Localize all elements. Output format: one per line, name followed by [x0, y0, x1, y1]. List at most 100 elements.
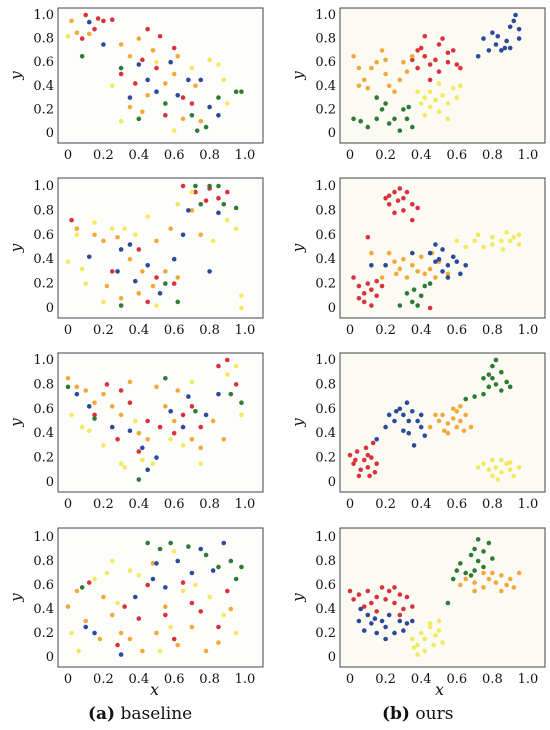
ours-row-1-point-blue	[504, 38, 509, 44]
baseline-row-2-point-orange	[104, 283, 110, 289]
ours-row-2-point-red	[369, 287, 374, 293]
ours-row-1-point-green	[392, 116, 397, 122]
ours-row-2-point-blue	[433, 242, 438, 247]
baseline-row-2-point-yellow	[210, 238, 216, 244]
ours-row-3-point-yellow	[481, 461, 486, 467]
baseline-row-3-point-yellow	[233, 363, 239, 369]
ours-row-3-point-yellow	[486, 467, 492, 473]
ours-row-3-point-blue	[418, 412, 424, 418]
baseline-row-2-point-green	[216, 183, 221, 189]
baseline-row-2-point-orange	[92, 232, 97, 238]
baseline-row-3-point-yellow	[168, 437, 173, 442]
baseline-row-3-point-green	[136, 477, 142, 482]
baseline-row-1-y-axis-title: y	[7, 71, 25, 81]
ours-row-4-point-red	[369, 600, 374, 606]
ours-row-4-x-tick-label: 0	[346, 672, 354, 687]
baseline-row-2-point-red	[109, 269, 115, 274]
ours-row-2-point-red	[365, 234, 371, 240]
baseline-row-4-point-red	[225, 588, 230, 594]
baseline-row-2-panel: 0 0.2 0.4 0.6 0.8 1.0 0 0.2 0.4 0.6 0.8 1.0 y	[7, 177, 264, 338]
baseline-row-1-point-yellow	[207, 57, 212, 63]
ours-row-1-point-blue	[511, 18, 517, 24]
ours-row-3-point-blue	[406, 430, 412, 436]
baseline-row-1-point-orange	[163, 81, 168, 86]
baseline-row-2-point-green	[175, 299, 181, 305]
ours-row-2-point-orange	[393, 271, 399, 277]
baseline-row-2-point-blue	[145, 263, 150, 268]
ours-row-2-y-tick-label: 0.6	[315, 228, 336, 243]
ours-row-1-point-yellow	[422, 113, 428, 118]
ours-row-2-point-red	[415, 205, 420, 211]
baseline-row-2-point-orange	[163, 269, 168, 274]
ours-row-3-y-tick-label: 1.0	[315, 353, 336, 368]
ours-row-2-x-tick-label: 0.6	[446, 323, 467, 338]
ours-row-1-point-green	[358, 118, 363, 124]
ours-row-1-point-red	[433, 57, 438, 63]
ours-row-2-point-blue	[463, 263, 469, 268]
baseline-row-2-x-tick-label: 0.8	[199, 323, 220, 338]
ours-row-2-point-blue	[445, 275, 451, 280]
baseline-row-1-point-red	[189, 101, 195, 106]
ours-row-1-y-tick-label: 0.2	[315, 102, 336, 117]
baseline-row-4-point-blue	[154, 561, 159, 566]
ours-row-3-point-yellow	[507, 460, 513, 465]
baseline-row-4-point-blue	[221, 540, 227, 546]
ours-row-1-point-orange	[392, 89, 397, 94]
ours-row-4-point-blue	[392, 630, 397, 636]
baseline-row-3-point-yellow	[101, 443, 106, 448]
baseline-row-4-point-yellow	[171, 549, 177, 554]
baseline-row-3-point-blue	[186, 394, 191, 399]
ours-row-2-point-red	[369, 303, 374, 308]
ours-row-2-point-orange	[418, 254, 424, 260]
ours-row-4-point-green	[490, 556, 495, 561]
baseline-row-2-point-orange	[189, 208, 195, 213]
baseline-row-4-point-green	[233, 576, 239, 582]
ours-row-3-point-blue	[401, 428, 406, 434]
caption-ours: (b) ours	[382, 704, 453, 724]
baseline-row-1-point-blue	[186, 77, 191, 83]
baseline-row-2-x-tick-label: 1.0	[235, 323, 256, 338]
ours-row-1-x-tick-label: 0.2	[375, 148, 396, 163]
ours-row-4-point-green	[475, 558, 481, 564]
baseline-row-1-point-yellow	[225, 101, 230, 106]
ours-row-4-point-yellow	[418, 630, 424, 636]
ours-row-1-point-yellow	[445, 116, 451, 122]
baseline-row-3-point-red	[225, 357, 230, 363]
ours-row-2-point-yellow	[499, 238, 504, 244]
ours-row-3-point-yellow	[499, 469, 504, 475]
ours-row-1-point-red	[450, 48, 456, 53]
ours-row-4-point-green	[450, 576, 456, 582]
ours-row-2-point-red	[410, 202, 415, 207]
baseline-row-1-point-red	[92, 26, 97, 32]
baseline-row-3-point-red	[180, 412, 186, 418]
ours-row-3-point-yellow	[499, 457, 504, 463]
baseline-row-4-point-yellow	[193, 582, 198, 588]
ours-row-2-point-orange	[369, 250, 374, 256]
baseline-row-3-point-orange	[127, 379, 133, 385]
baseline-row-4-point-blue	[175, 558, 181, 564]
ours-row-1-point-orange	[356, 83, 362, 89]
baseline-row-4-point-orange	[101, 594, 106, 600]
ours-row-1-point-green	[351, 116, 356, 122]
baseline-row-3-point-orange	[109, 404, 115, 409]
ours-row-1-point-red	[445, 50, 451, 56]
ours-row-3-point-red	[367, 473, 372, 479]
ours-row-4-point-orange	[499, 588, 504, 594]
ours-row-2-x-tick-label: 0.2	[375, 323, 396, 338]
baseline-row-4-point-red	[115, 642, 120, 648]
baseline-row-3-point-blue	[216, 391, 221, 397]
ours-row-2-y-tick-label: 1.0	[315, 179, 336, 194]
baseline-row-4-point-blue	[150, 576, 156, 582]
ours-row-4-point-blue	[383, 636, 388, 642]
baseline-row-4-point-blue	[132, 594, 138, 600]
ours-row-2-point-orange	[386, 250, 392, 256]
ours-row-1-point-blue	[495, 33, 501, 39]
ours-row-2-point-yellow	[500, 247, 506, 252]
ours-row-4-point-green	[475, 537, 481, 542]
baseline-row-3-frame	[57, 352, 264, 493]
ours-row-3-point-orange	[436, 418, 442, 424]
baseline-row-4-point-red	[145, 582, 150, 588]
ours-row-4-point-red	[397, 592, 403, 597]
ours-row-4-point-blue	[401, 628, 406, 633]
